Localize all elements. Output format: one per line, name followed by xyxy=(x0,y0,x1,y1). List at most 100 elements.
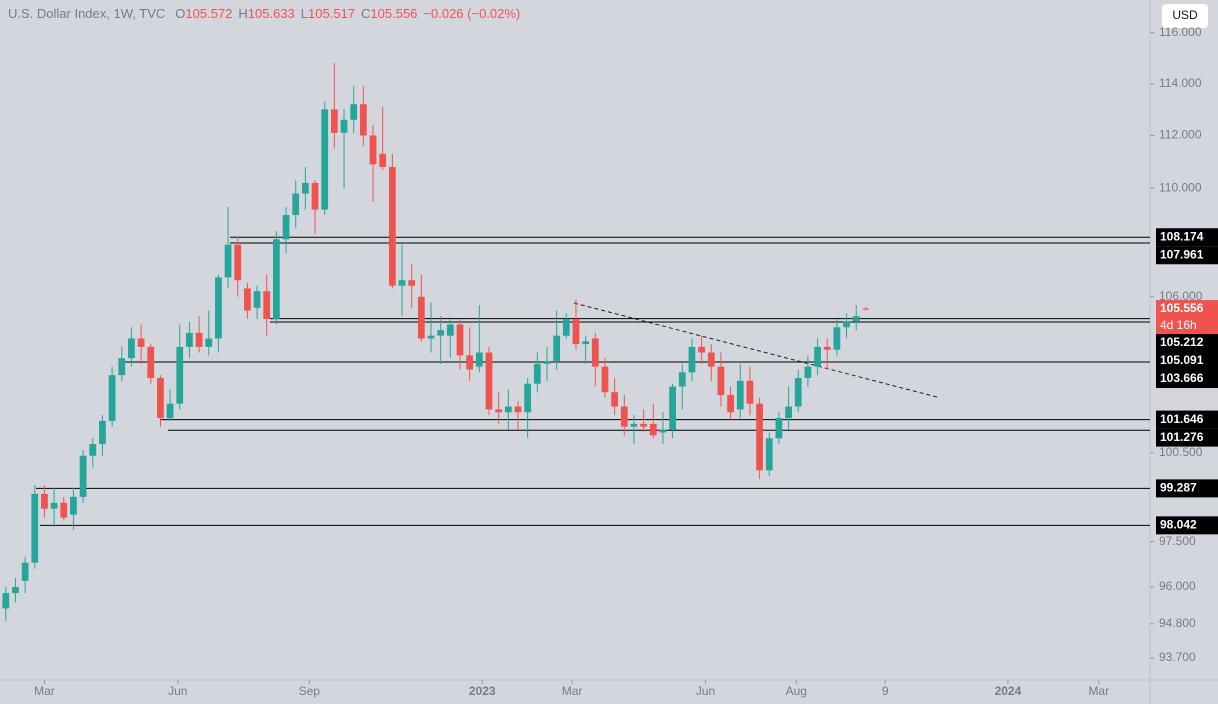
x-tick-label: Jun xyxy=(168,684,187,698)
candle-body xyxy=(2,593,10,609)
candle-body xyxy=(678,372,686,387)
candle-body xyxy=(427,335,435,339)
candle-body xyxy=(611,392,619,407)
candle-body xyxy=(234,244,242,281)
candle-body xyxy=(398,280,406,286)
y-tick-label: 112.000 xyxy=(1159,128,1202,142)
candle-body xyxy=(50,502,58,509)
candle-body xyxy=(311,182,319,210)
currency-button[interactable] xyxy=(1162,4,1208,28)
candle-body xyxy=(746,380,754,404)
header-change: −0.026 (−0.02%) xyxy=(423,6,520,21)
candle-body xyxy=(843,321,850,328)
ohlc-key: L xyxy=(301,6,308,21)
price-label: 105.556 xyxy=(1160,301,1204,315)
candle-body xyxy=(89,444,97,456)
candle-body xyxy=(263,291,271,319)
level-label-box xyxy=(1156,334,1218,353)
x-tick-label: Aug xyxy=(786,684,807,698)
candle-body xyxy=(524,383,532,413)
candle-body xyxy=(504,406,512,413)
level-label-box xyxy=(1156,246,1218,265)
price-label-box xyxy=(1156,300,1218,335)
candle-body xyxy=(823,346,831,350)
candle-body xyxy=(582,341,590,345)
x-tick-label: Mar xyxy=(562,684,583,698)
candle-body xyxy=(446,324,454,336)
level-label-box xyxy=(1156,410,1218,429)
candle-body xyxy=(562,318,570,336)
y-tick-label: 97.500 xyxy=(1159,534,1196,548)
candle-body xyxy=(804,366,812,378)
candle-body xyxy=(369,135,377,165)
candle-body xyxy=(408,280,416,286)
candle-body xyxy=(698,346,705,353)
header: U.S. Dollar Index, 1W, TVC O105.572 H105.6… xyxy=(8,6,520,21)
ohlc-value: 105.572 xyxy=(185,6,232,21)
level-label: 108.174 xyxy=(1160,229,1204,243)
candle-body xyxy=(215,277,222,339)
candle-body xyxy=(41,493,48,509)
y-tick-label: 94.800 xyxy=(1159,616,1196,630)
candle-body xyxy=(765,438,773,471)
candle-body xyxy=(630,423,638,427)
candle-body xyxy=(756,403,763,471)
y-tick-label: 100.500 xyxy=(1159,445,1203,459)
candle-body xyxy=(533,363,541,384)
x-tick-label: Mar xyxy=(34,684,55,698)
x-tick-label: 2023 xyxy=(469,684,496,698)
x-tick-label: Sep xyxy=(299,684,321,698)
x-tick-label: Jun xyxy=(696,684,715,698)
candle-body xyxy=(166,403,174,419)
candle-body xyxy=(862,308,870,310)
candle-body xyxy=(794,377,802,407)
candle-body xyxy=(350,104,358,120)
ohlc-value: 105.556 xyxy=(370,6,417,21)
candle-body xyxy=(640,423,647,427)
candle-body xyxy=(12,586,19,594)
level-label-box xyxy=(1156,370,1218,389)
candle-body xyxy=(388,166,396,286)
level-label: 107.961 xyxy=(1160,247,1204,261)
level-label-box xyxy=(1156,428,1218,447)
level-label: 101.276 xyxy=(1160,430,1204,444)
candle-body xyxy=(852,316,860,322)
candle-body xyxy=(495,409,503,413)
candle-body xyxy=(60,502,68,518)
candle-body xyxy=(321,109,329,210)
candle-body xyxy=(437,330,445,336)
candle-body xyxy=(157,377,164,419)
currency-label: USD xyxy=(1172,8,1198,22)
header-text: U.S. Dollar Index, 1W, TVC O105.572 H105.6… xyxy=(8,6,520,21)
candle-body xyxy=(176,346,184,404)
level-label-box xyxy=(1156,228,1218,247)
x-tick-label: 2024 xyxy=(995,684,1022,698)
candle-body xyxy=(79,455,87,497)
level-label-box xyxy=(1156,516,1218,535)
candle-body xyxy=(543,360,551,364)
y-tick-label: 110.000 xyxy=(1159,180,1202,194)
ohlc-key: O xyxy=(175,6,185,21)
candle-body xyxy=(224,244,232,278)
candle-body xyxy=(195,332,203,347)
candle-body xyxy=(688,346,696,373)
candle-body xyxy=(21,562,29,581)
candle-body xyxy=(466,355,474,370)
candle-body xyxy=(253,291,261,308)
candle-body xyxy=(649,423,657,436)
candle-body xyxy=(775,418,783,439)
candle-body xyxy=(379,153,387,167)
level-label: 99.287 xyxy=(1160,481,1197,495)
level-label: 103.666 xyxy=(1160,371,1204,385)
candle-body xyxy=(128,338,135,359)
candle-body xyxy=(717,366,725,396)
ohlc-key: C xyxy=(361,6,370,21)
y-tick-label: 114.000 xyxy=(1159,76,1202,90)
candle-body xyxy=(205,338,213,347)
candle-body xyxy=(553,335,561,361)
candle-body xyxy=(99,420,106,445)
level-label: 105.091 xyxy=(1160,353,1204,367)
y-tick-label: 106.000 xyxy=(1159,289,1203,303)
candle-body xyxy=(282,214,290,240)
